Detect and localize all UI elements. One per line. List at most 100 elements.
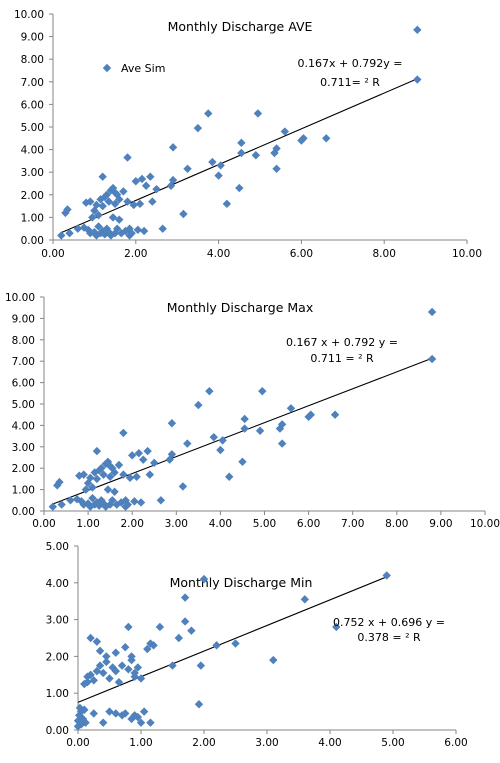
data-point	[110, 199, 120, 209]
equation-line-2: 0.711 = ² R	[310, 352, 374, 365]
data-point	[253, 109, 263, 118]
x-tick-label: 8.00	[373, 248, 396, 260]
data-point	[167, 450, 177, 459]
data-point	[81, 718, 90, 727]
data-point	[180, 593, 190, 602]
y-tick-label: 4.00	[12, 420, 35, 432]
data-point	[100, 192, 109, 202]
data-point	[92, 474, 102, 484]
data-point	[97, 464, 106, 473]
data-point	[139, 707, 149, 716]
x-tick-label: 1.00	[76, 518, 99, 530]
y-tick-label: 5.00	[21, 122, 44, 134]
data-point	[80, 705, 89, 714]
y-tick-label: 8.00	[12, 335, 35, 347]
equation-line-2: 0.378 = ² R	[357, 631, 421, 644]
x-tick-label: 5.00	[253, 518, 276, 530]
x-tick-label: 1.00	[129, 737, 152, 749]
data-point	[119, 187, 128, 196]
data-point	[116, 498, 126, 507]
equation-line-1: 0.167 x + 0.792 y =	[286, 336, 398, 349]
data-point	[133, 225, 143, 235]
equation-line-1: 0.167x + 0.792y =	[298, 57, 403, 70]
data-point	[218, 436, 227, 445]
data-point	[48, 502, 58, 511]
x-tick-label: 2.00	[121, 518, 144, 530]
data-point	[57, 500, 66, 509]
data-point	[413, 75, 422, 84]
data-point	[196, 661, 206, 670]
data-point	[121, 709, 130, 718]
data-point	[114, 460, 124, 470]
chart-min: 0.00 1.00 2.00 3.00 4.00 5.00 0.00 1.00 2.00 3.00…	[0, 540, 500, 763]
x-tick-label: 10.00	[470, 518, 500, 530]
data-point	[128, 451, 137, 460]
data-point	[92, 446, 102, 456]
y-tick-label: 6.00	[12, 378, 35, 390]
equation-line-2: 0.711= ² R	[320, 76, 380, 89]
data-point	[103, 485, 113, 494]
x-tick-label: 4.00	[318, 737, 341, 749]
y-tick-label: 1.00	[46, 688, 69, 700]
data-point	[92, 200, 101, 210]
data-point	[57, 231, 66, 240]
data-point	[105, 674, 114, 683]
data-point	[237, 148, 246, 158]
data-point	[110, 487, 119, 496]
data-point	[123, 500, 132, 509]
y-tick-label: 10.00	[5, 292, 35, 304]
data-point	[55, 477, 64, 487]
x-tick-label: 9.00	[429, 518, 452, 530]
data-point	[135, 199, 145, 209]
data-point	[209, 432, 218, 442]
data-point	[105, 472, 115, 481]
data-point	[83, 499, 93, 508]
data-point	[240, 424, 249, 433]
data-point	[146, 172, 155, 181]
y-tick-label: 1.00	[21, 212, 44, 224]
data-point	[112, 224, 122, 233]
data-point	[255, 426, 265, 435]
data-point	[111, 666, 120, 676]
chart-title: Monthly Discharge Max	[167, 300, 313, 315]
data-point	[106, 186, 116, 195]
data-point	[277, 420, 287, 429]
data-point	[86, 633, 95, 643]
data-point	[139, 455, 148, 464]
data-point	[102, 652, 111, 661]
trendline	[77, 576, 387, 703]
chart-max: 0.00 1.00 2.00 3.00 4.00 5.00 6.00 7.00 8.00 9.00…	[0, 278, 500, 538]
data-point	[86, 229, 95, 238]
data-point	[81, 485, 91, 494]
data-point	[150, 458, 159, 468]
data-point	[212, 641, 221, 650]
data-point	[123, 197, 132, 206]
data-point	[108, 663, 117, 672]
data-point	[199, 574, 209, 584]
data-point	[183, 439, 192, 448]
data-point	[225, 472, 234, 481]
data-point	[89, 709, 98, 718]
data-point	[179, 209, 188, 219]
scatter-plot-min: 0.00 1.00 2.00 3.00 4.00 5.00 0.00 1.00 2.00 3.00…	[46, 541, 468, 749]
y-tick-label: 4.00	[46, 578, 69, 590]
y-tick-label: 3.00	[46, 615, 69, 627]
y-tick-label: 3.00	[12, 442, 35, 454]
chart-title: Monthly Discharge Min	[170, 575, 313, 590]
x-tick-label: 5.00	[381, 737, 404, 749]
data-point	[194, 400, 203, 410]
data-point	[86, 473, 95, 483]
data-point	[272, 144, 281, 153]
data-point	[131, 177, 140, 186]
y-tick-label: 9.00	[12, 313, 35, 325]
x-tick-label: 2.00	[124, 248, 147, 260]
data-point	[98, 201, 107, 211]
data-point	[104, 227, 114, 237]
data-point	[222, 199, 232, 209]
y-tick-label: 1.00	[12, 485, 35, 497]
equation-line-1: 0.752 x + 0.696 y =	[333, 616, 445, 629]
data-point	[94, 210, 103, 220]
data-point	[330, 410, 340, 419]
y-tick-label: 9.00	[21, 32, 44, 44]
data-point	[251, 151, 261, 160]
